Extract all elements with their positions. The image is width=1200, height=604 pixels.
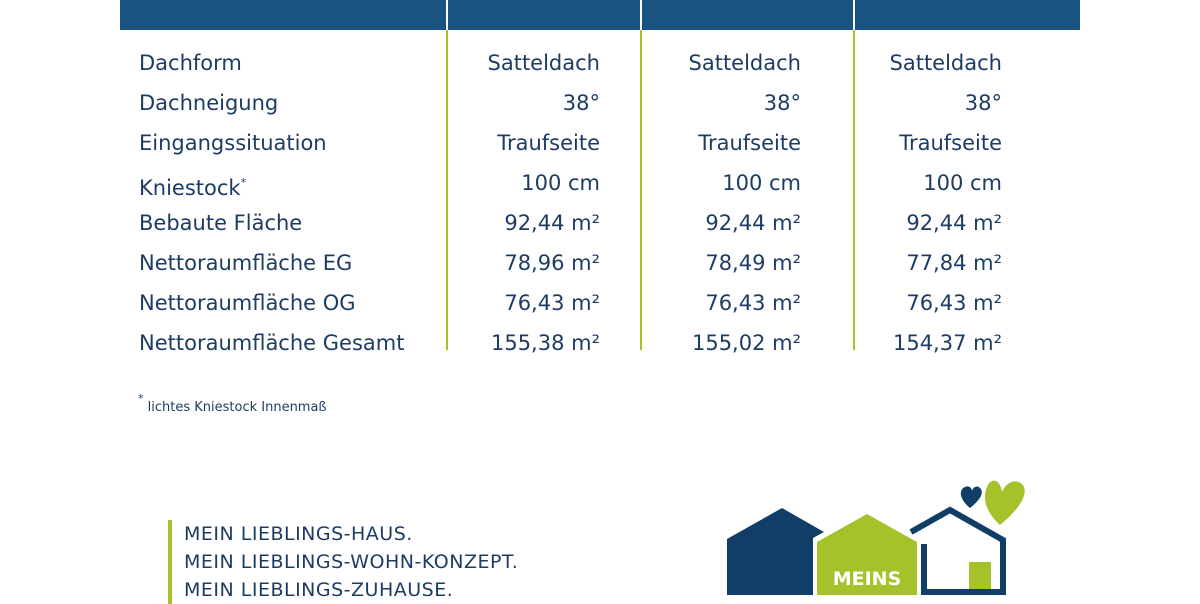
table-row: Bebaute Fläche 92,44 m² 92,44 m² 92,44 m² — [0, 203, 1200, 243]
door-icon — [969, 562, 991, 589]
cell-value: 77,84 m² — [906, 251, 1002, 275]
table-row: Dachneigung 38° 38° 38° — [0, 83, 1200, 123]
column-divider — [640, 30, 642, 350]
cell-value: 76,43 m² — [705, 291, 801, 315]
cell-value: 76,43 m² — [504, 291, 600, 315]
footnote-text: lichtes Kniestock Innenmaß — [147, 400, 327, 415]
row-label-text: Dachneigung — [139, 91, 279, 115]
table-row: Kniestock* 100 cm 100 cm 100 cm — [0, 163, 1200, 203]
footnote-mark: * — [240, 176, 247, 189]
heart-icon — [984, 480, 1025, 525]
slogan-line: MEIN LIEBLINGS-WOHN-KONZEPT. — [184, 551, 519, 573]
cell-value: Satteldach — [889, 51, 1002, 75]
row-label-text: Eingangssituation — [139, 131, 327, 155]
row-label: Nettoraumfläche OG — [139, 283, 356, 323]
row-label-text: Kniestock — [139, 176, 241, 200]
row-label-text: Nettoraumfläche Gesamt — [139, 331, 405, 355]
heart-icon — [960, 486, 982, 508]
row-label: Kniestock* — [139, 163, 246, 208]
table-header-band — [120, 0, 1080, 30]
cell-value: 100 cm — [521, 171, 600, 195]
cell-value: 155,38 m² — [490, 331, 600, 355]
dark-house-icon — [727, 508, 824, 595]
slogan: MEIN LIEBLINGS-HAUS. MEIN LIEBLINGS-WOHN… — [168, 520, 518, 604]
row-label-text: Nettoraumfläche OG — [139, 291, 356, 315]
cell-value: 38° — [964, 91, 1002, 115]
row-label: Eingangssituation — [139, 123, 327, 163]
row-label-text: Dachform — [139, 51, 242, 75]
header-divider — [853, 0, 855, 30]
cell-value: Traufseite — [497, 131, 600, 155]
cell-value: 154,37 m² — [892, 331, 1002, 355]
row-label: Dachform — [139, 43, 242, 83]
footnote-mark: * — [138, 392, 144, 405]
row-label-text: Bebaute Fläche — [139, 211, 303, 235]
green-house-icon — [817, 514, 917, 595]
cell-value: Satteldach — [688, 51, 801, 75]
cell-value: 100 cm — [722, 171, 801, 195]
cell-value: 38° — [763, 91, 801, 115]
table-row: Eingangssituation Traufseite Traufseite Tra… — [0, 123, 1200, 163]
slogan-line: MEIN LIEBLINGS-HAUS. — [184, 523, 413, 545]
table-row: Nettoraumfläche EG 78,96 m² 78,49 m² 77,84 … — [0, 243, 1200, 283]
cell-value: 78,96 m² — [504, 251, 600, 275]
outline-house-icon — [909, 506, 1006, 595]
cell-value: 38° — [562, 91, 600, 115]
cell-value: 92,44 m² — [705, 211, 801, 235]
slogan-line: MEIN LIEBLINGS-ZUHAUSE. — [184, 579, 454, 601]
row-label: Nettoraumfläche EG — [139, 243, 352, 283]
cell-value: Traufseite — [698, 131, 801, 155]
table-row: Nettoraumfläche Gesamt 155,38 m² 155,02 m²… — [0, 323, 1200, 363]
row-label: Dachneigung — [139, 83, 278, 123]
cell-value: 78,49 m² — [705, 251, 801, 275]
header-divider — [640, 0, 642, 30]
row-label: Nettoraumfläche Gesamt — [139, 323, 404, 363]
meins-logo: MEINS — [727, 480, 1025, 595]
header-divider — [446, 0, 448, 30]
cell-value: 76,43 m² — [906, 291, 1002, 315]
cell-value: 92,44 m² — [504, 211, 600, 235]
logo-text: MEINS — [833, 568, 902, 590]
row-label: Bebaute Fläche — [139, 203, 302, 243]
cell-value: 100 cm — [923, 171, 1002, 195]
column-divider — [853, 30, 855, 350]
footnote: * lichtes Kniestock Innenmaß — [138, 392, 327, 415]
cell-value: Traufseite — [899, 131, 1002, 155]
table-row: Nettoraumfläche OG 76,43 m² 76,43 m² 76,43 … — [0, 283, 1200, 323]
table-row: Dachform Satteldach Satteldach Satteldach — [0, 43, 1200, 83]
cell-value: 92,44 m² — [906, 211, 1002, 235]
cell-value: 155,02 m² — [691, 331, 801, 355]
cell-value: Satteldach — [487, 51, 600, 75]
row-label-text: Nettoraumfläche EG — [139, 251, 353, 275]
column-divider — [446, 30, 448, 350]
